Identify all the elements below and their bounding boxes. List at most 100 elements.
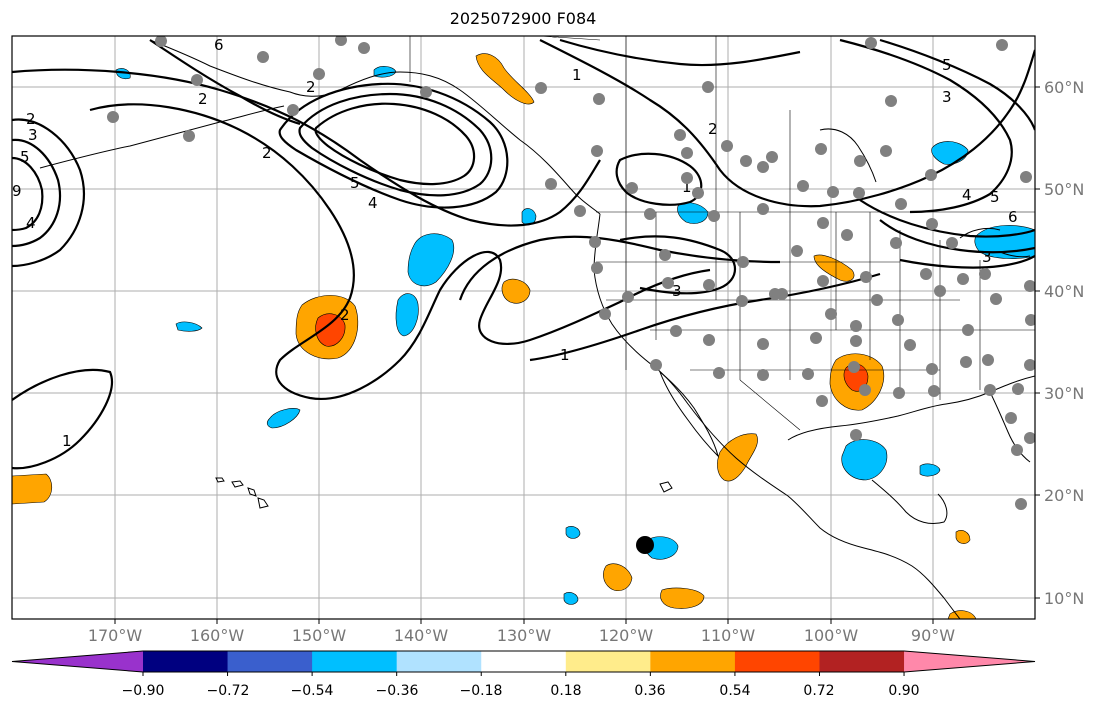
longitude-label: 110°W: [700, 626, 756, 645]
contour-label: 5: [990, 188, 1000, 206]
contour-line-alaska-peninsula: [149, 39, 301, 126]
blue-region-gulf-small: [919, 463, 941, 477]
contour-line-1-west-coast: [529, 272, 881, 362]
contour-label: 2: [26, 110, 36, 128]
contour-line-west-edge-high-1: [12, 118, 85, 268]
contour-labels: 6 5 3 2 1 3 2 1 5 4 2 3 1 2 4 5 6 1 2 3 …: [12, 36, 1018, 450]
latitude-label: 20°N: [1044, 486, 1085, 505]
colorbar-tick-label: 0.36: [634, 683, 666, 699]
contour-line-east-canada-1: [839, 38, 1013, 214]
colorbar-tick-label: −0.36: [375, 683, 419, 699]
contour-line-east-us-3: [899, 255, 1035, 269]
contour-label: 4: [368, 194, 378, 212]
contour-line-1-east-pacific: [458, 235, 781, 301]
filled-anomaly-regions: [12, 53, 1035, 619]
orange-region-central-america: [955, 530, 971, 544]
baja-california: [658, 370, 719, 458]
colorbar-tick-label: −0.72: [206, 683, 250, 699]
contour-line-west-edge-high-2: [12, 138, 62, 248]
alaska-coastline: [149, 39, 601, 215]
colorbar-tick-label: −0.90: [121, 683, 165, 699]
contour-label: 4: [962, 186, 972, 204]
contour-line-alaska-low-1: [278, 82, 509, 209]
colorbar-tick-label: 0.18: [550, 683, 582, 699]
colorbar-tick-label: −0.54: [290, 683, 334, 699]
contour-line-west-pacific-high: [89, 103, 711, 401]
coastlines: [39, 39, 1035, 619]
longitude-label: 100°W: [803, 626, 859, 645]
contour-line-east-canada-2: [879, 38, 1035, 131]
map-title: 2025072900 F084: [449, 9, 597, 28]
contour-line-alaska-low-3: [314, 102, 476, 186]
longitude-label: 90°W: [910, 626, 956, 645]
longitude-label: 130°W: [496, 626, 552, 645]
contour-line-alaska-low-2: [298, 92, 493, 197]
blue-region-pacific-2: [395, 293, 419, 337]
contour-line-north-canada: [559, 38, 801, 67]
blue-region-pacific-small: [175, 321, 203, 332]
contour-label: 1: [682, 178, 692, 196]
contour-label: 9: [12, 182, 22, 200]
contour-line-east-us-2: [859, 199, 1035, 238]
highlight-marker: [636, 536, 654, 554]
contour-line-east-us-1: [879, 219, 1035, 254]
contour-label: 2: [340, 306, 350, 324]
contour-line-west-edge-high-3: [12, 156, 44, 232]
contour-line-3-west-us: [619, 235, 736, 295]
contour-label: 3: [28, 126, 38, 144]
contour-label: 4: [26, 214, 36, 232]
latitude-label: 50°N: [1044, 180, 1085, 199]
hawaiian-islands: [215, 477, 673, 509]
axis-ticks: [114, 86, 1040, 624]
colorbar-tick-label: −0.18: [459, 683, 503, 699]
blue-region-small-3: [563, 592, 579, 605]
longitude-label: 150°W: [291, 626, 347, 645]
florida-coast: [989, 391, 1031, 463]
latitude-label: 60°N: [1044, 78, 1085, 97]
contour-label: 5: [20, 148, 30, 166]
contour-label: 2: [306, 78, 316, 96]
contour-label: 1: [572, 66, 582, 84]
blue-region-gulf: [841, 439, 888, 481]
blue-region-small-2: [565, 526, 581, 539]
contour-line-canada-ridge: [539, 39, 1035, 208]
hudson-bay: [819, 128, 877, 183]
yucatan-coast: [871, 479, 948, 525]
contour-line-2-canada: [615, 152, 703, 206]
contour-label: 5: [942, 56, 952, 74]
colorbar-tick-label: 0.90: [888, 683, 920, 699]
blue-region-canada: [677, 202, 709, 224]
contour-lines: [12, 38, 1035, 470]
orange-region-tropics-2: [660, 587, 705, 609]
orange-region-plains: [813, 254, 855, 282]
contour-label: 3: [982, 248, 992, 266]
latitude-label: 10°N: [1044, 589, 1085, 608]
longitude-label: 160°W: [189, 626, 245, 645]
orange-region-pacific-3: [501, 278, 531, 304]
longitude-label: 170°W: [87, 626, 143, 645]
political-boundaries: [409, 36, 1035, 431]
contour-label: 3: [942, 88, 952, 106]
contour-label: 3: [672, 282, 682, 300]
longitude-label: 140°W: [393, 626, 449, 645]
contour-label: 2: [262, 144, 272, 162]
contour-label: 6: [1008, 208, 1018, 226]
orange-region-alaska: [475, 53, 535, 105]
blue-region-pacific-1: [407, 233, 455, 287]
contour-label: 1: [560, 346, 570, 364]
latitude-label: 40°N: [1044, 282, 1085, 301]
contour-label: 1: [62, 432, 72, 450]
colorbar-tick-label: 0.72: [803, 683, 835, 699]
blue-region-hawaii-north: [266, 408, 301, 429]
station-dots: [107, 36, 1035, 510]
contour-line-1-pacific: [12, 368, 113, 470]
contour-label: 5: [350, 174, 360, 192]
contour-label: 2: [198, 90, 208, 108]
contour-label: 6: [214, 36, 224, 54]
contour-label: 2: [708, 120, 718, 138]
aleutian-chain: [39, 105, 285, 169]
orange-region-west-edge: [12, 473, 53, 505]
colorbar-tick-label: 0.54: [719, 683, 751, 699]
orange-region-tropics-1: [603, 563, 633, 591]
